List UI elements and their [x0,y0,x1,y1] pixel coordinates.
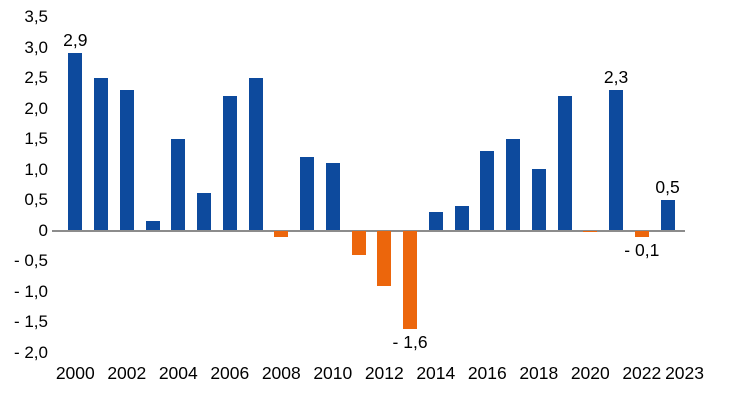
bar-2003 [145,220,160,230]
x-axis-line [52,230,685,232]
x-axis-tick-label: 2008 [261,363,301,383]
y-axis-tick-label: 1,5 [24,129,48,148]
bar-value-label-2023: 0,5 [655,176,680,197]
x-axis-tick-label: 2002 [107,363,147,383]
bar-2020 [583,231,598,232]
y-axis-tick-label: 2,5 [24,68,48,87]
x-axis-tick-label: 2012 [364,363,404,383]
y-axis-tick-label: - 1,0 [13,281,48,301]
y-axis-tick-label: 2,0 [24,98,48,118]
x-axis-tick-label: 2023 [665,363,705,383]
bar-2017 [506,138,521,230]
bar-2009 [300,156,315,230]
bar-value-label-2022: - 0,1 [624,240,660,261]
bar-value-label-2000: 2,9 [63,30,88,51]
y-axis-tick-label: 0,5 [24,190,48,209]
bar-2016 [480,150,495,230]
bar-2012 [377,231,392,286]
bar-2000 [68,53,83,230]
bar-2014 [428,211,443,230]
y-axis-tick-label: 0 [38,220,48,240]
y-axis-tick-label: - 0,5 [13,251,48,270]
y-axis-tick-label: - 1,5 [13,312,48,331]
bar-2002 [119,89,134,230]
bar-2013 [403,231,418,329]
y-axis-tick-label: - 2,0 [13,342,48,362]
x-axis-tick-label: 2022 [622,363,662,383]
y-axis-tick-label: 3,0 [24,37,48,57]
x-axis-tick-label: 2018 [519,363,559,383]
bar-2005 [197,193,212,230]
bar-value-label-2021: 2,3 [603,66,629,87]
y-axis-tick-label: 1,0 [24,159,48,179]
bar-2010 [325,162,340,230]
x-axis-tick-label: 2014 [416,363,456,383]
bar-2021 [609,89,624,230]
bar-2019 [557,95,572,230]
bar-2015 [454,205,469,230]
x-axis-tick-label: 2006 [210,363,250,383]
bar-2008 [274,231,289,238]
bar-2007 [248,77,263,230]
bar-2004 [171,138,186,230]
bar-2011 [351,231,366,256]
x-axis-tick-label: 2016 [467,363,507,383]
bar-2022 [634,231,649,238]
bar-2001 [94,77,109,230]
bar-value-label-2013: - 1,6 [392,331,428,352]
x-axis-tick-label: 2000 [55,363,95,383]
bar-2018 [531,169,546,230]
y-axis-tick-label: 3,5 [24,7,48,26]
x-axis-tick-label: 2004 [158,363,198,383]
bar-2023 [660,199,675,230]
x-axis-tick-label: 2020 [570,363,610,383]
x-axis-tick-label: 2010 [313,363,353,383]
bar-2006 [222,95,237,230]
